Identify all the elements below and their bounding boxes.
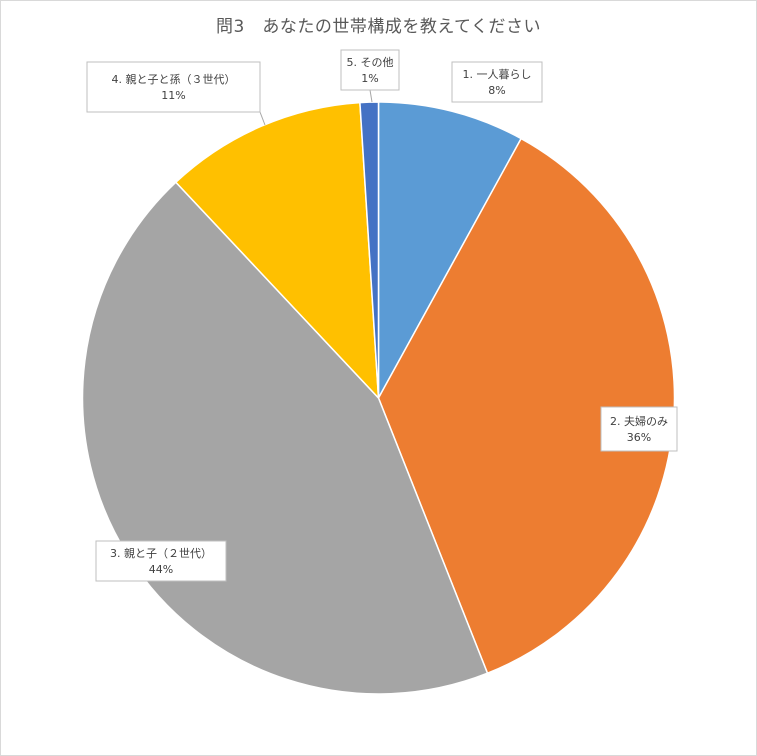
data-label-value-2: 36% xyxy=(627,431,651,444)
data-label-value-5: 1% xyxy=(361,72,378,85)
data-label-category-3: 3. 親と子（２世代） xyxy=(110,547,212,560)
data-label-category-4: 4. 親と子と孫（３世代） xyxy=(112,73,236,86)
pie-slice-5 xyxy=(359,101,380,399)
data-label-box-4 xyxy=(86,61,261,113)
data-label-box-1 xyxy=(451,61,543,103)
data-label-category-1: 1. 一人暮らし xyxy=(463,67,532,81)
data-label-value-3: 44% xyxy=(149,563,173,576)
data-label-box-5 xyxy=(340,49,400,91)
data-label-category-2: 2. 夫婦のみ xyxy=(610,414,668,428)
data-label-box-3 xyxy=(95,540,227,582)
leader-line-4 xyxy=(259,111,266,126)
pie-slice-1 xyxy=(377,101,523,399)
chart-title: 問3 あなたの世帯構成を教えてください xyxy=(216,17,541,37)
leader-line-5 xyxy=(369,89,373,103)
data-label-value-1: 8% xyxy=(488,84,505,97)
data-label-box-2 xyxy=(600,406,678,452)
data-label-category-5: 5. その他 xyxy=(347,56,394,69)
pie-slice-4 xyxy=(174,101,380,401)
data-label-value-4: 11% xyxy=(161,89,185,102)
